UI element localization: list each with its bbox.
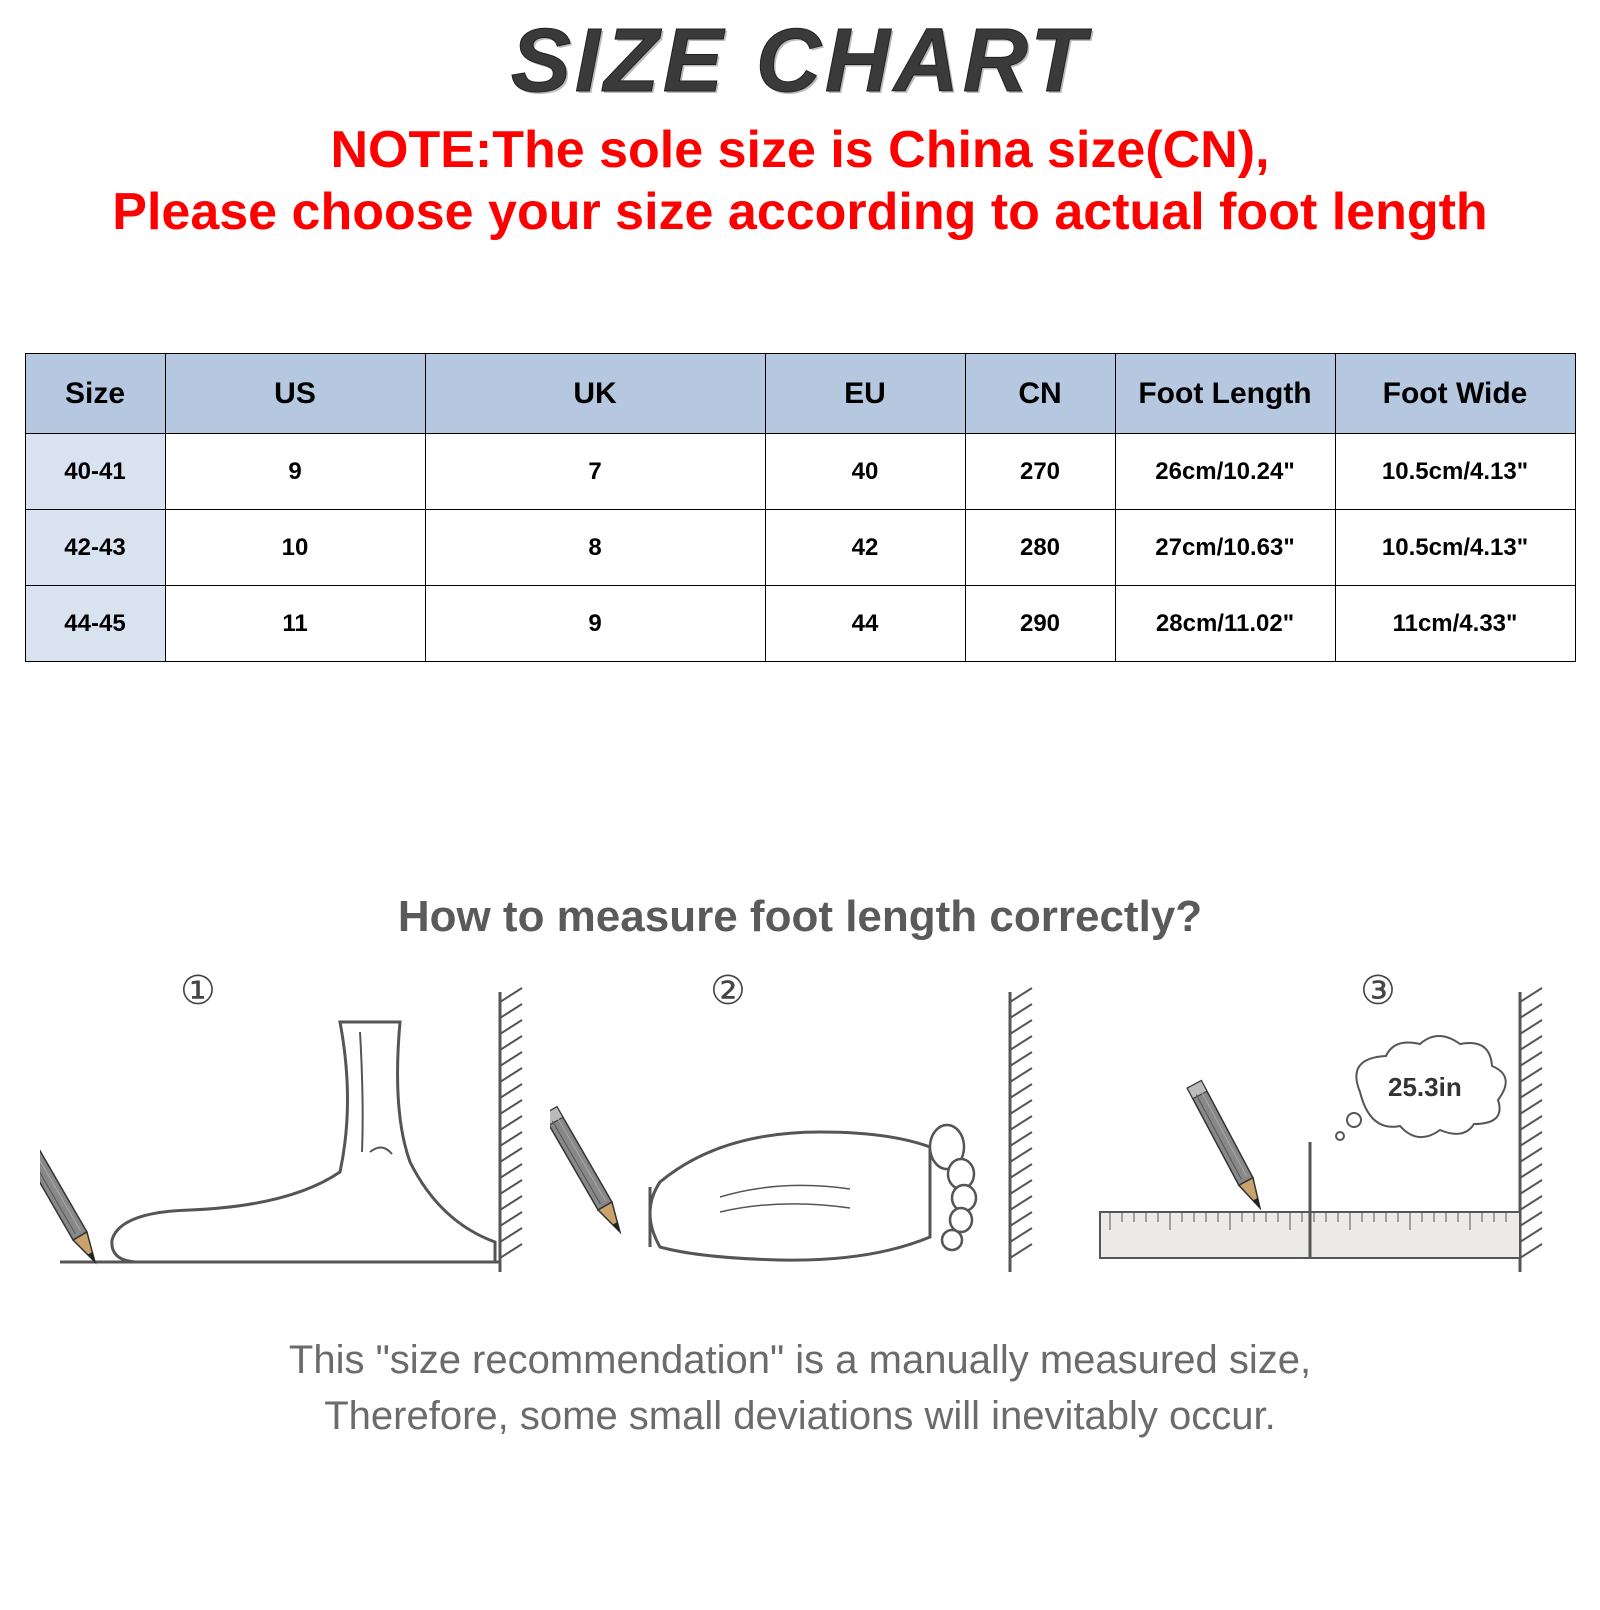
size-table-header-cell: Foot Length <box>1115 354 1335 434</box>
size-table-header-cell: Size <box>25 354 165 434</box>
size-table-cell: 27cm/10.63" <box>1115 510 1335 586</box>
size-table-cell: 28cm/11.02" <box>1115 586 1335 662</box>
note-line-2: Please choose your size according to act… <box>112 183 1487 241</box>
size-table-header-row: SizeUSUKEUCNFoot LengthFoot Wide <box>25 354 1575 434</box>
table-row: 40-41974027026cm/10.24"10.5cm/4.13" <box>25 434 1575 510</box>
measure-step-1: ① <box>40 962 540 1282</box>
size-table-cell: 11 <box>165 586 425 662</box>
table-row: 42-431084228027cm/10.63"10.5cm/4.13" <box>25 510 1575 586</box>
size-table-cell: 42 <box>765 510 965 586</box>
size-table-cell: 26cm/10.24" <box>1115 434 1335 510</box>
size-table-rowhead-cell: 44-45 <box>25 586 165 662</box>
svg-text:②: ② <box>710 969 746 1013</box>
size-table: SizeUSUKEUCNFoot LengthFoot Wide 40-4197… <box>25 353 1576 662</box>
size-table-header-cell: UK <box>425 354 765 434</box>
size-table-body: 40-41974027026cm/10.24"10.5cm/4.13"42-43… <box>25 434 1575 662</box>
size-table-cell: 290 <box>965 586 1115 662</box>
size-table-cell: 9 <box>165 434 425 510</box>
size-table-wrap: SizeUSUKEUCNFoot LengthFoot Wide 40-4197… <box>0 353 1600 662</box>
size-table-cell: 11cm/4.33" <box>1335 586 1575 662</box>
page-title: SIZE CHART <box>0 10 1600 113</box>
disclaimer-line-2: Therefore, some small deviations will in… <box>324 1394 1276 1438</box>
size-table-header-cell: Foot Wide <box>1335 354 1575 434</box>
table-row: 44-451194429028cm/11.02"11cm/4.33" <box>25 586 1575 662</box>
size-table-cell: 10.5cm/4.13" <box>1335 434 1575 510</box>
size-note: NOTE:The sole size is China size(CN), Pl… <box>0 119 1600 243</box>
note-line-1: NOTE:The sole size is China size(CN), <box>330 121 1269 179</box>
size-table-cell: 40 <box>765 434 965 510</box>
size-table-rowhead-cell: 40-41 <box>25 434 165 510</box>
size-table-cell: 10.5cm/4.13" <box>1335 510 1575 586</box>
howto-heading: How to measure foot length correctly? <box>0 892 1600 942</box>
size-table-header-cell: EU <box>765 354 965 434</box>
size-table-rowhead-cell: 42-43 <box>25 510 165 586</box>
measure-diagrams: ① ② ③ 25.3in <box>0 962 1600 1282</box>
measure-step-3: ③ 25.3in <box>1060 962 1560 1282</box>
size-table-cell: 8 <box>425 510 765 586</box>
size-table-cell: 9 <box>425 586 765 662</box>
svg-text:③: ③ <box>1360 969 1396 1013</box>
svg-text:25.3in: 25.3in <box>1388 1072 1462 1102</box>
size-table-cell: 10 <box>165 510 425 586</box>
size-table-cell: 7 <box>425 434 765 510</box>
size-table-cell: 280 <box>965 510 1115 586</box>
disclaimer: This "size recommendation" is a manually… <box>0 1332 1600 1444</box>
size-table-cell: 44 <box>765 586 965 662</box>
svg-text:①: ① <box>180 969 216 1013</box>
size-table-cell: 270 <box>965 434 1115 510</box>
measure-step-2: ② <box>550 962 1050 1282</box>
size-table-header-cell: CN <box>965 354 1115 434</box>
disclaimer-line-1: This "size recommendation" is a manually… <box>289 1338 1311 1382</box>
size-table-header-cell: US <box>165 354 425 434</box>
